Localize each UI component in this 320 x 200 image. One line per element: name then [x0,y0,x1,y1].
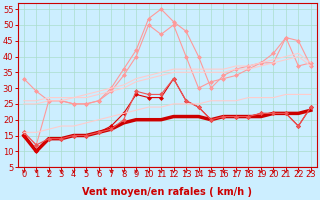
X-axis label: Vent moyen/en rafales ( km/h ): Vent moyen/en rafales ( km/h ) [82,187,252,197]
